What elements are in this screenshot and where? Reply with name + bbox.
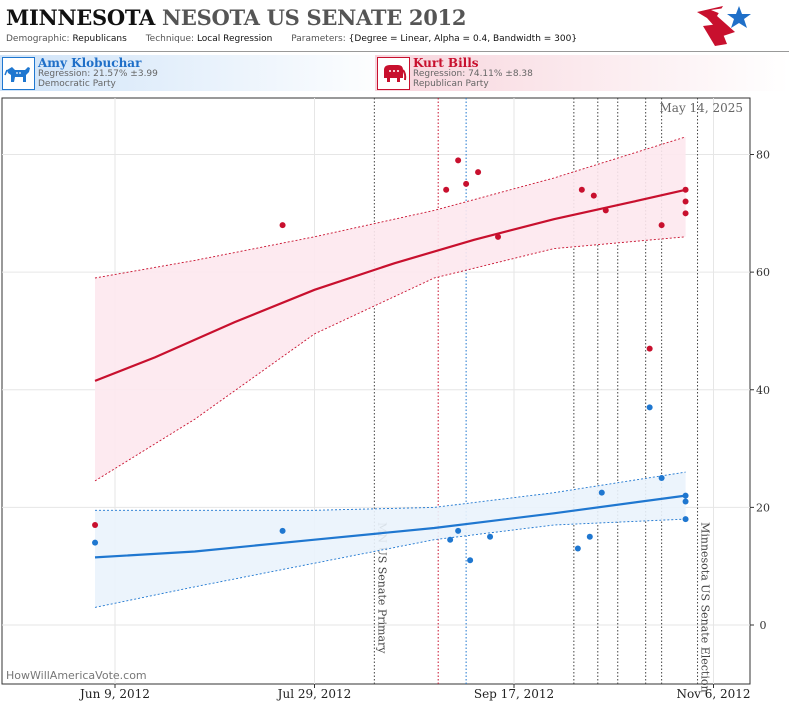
kurt-bills-poll-point [455,157,462,164]
kurt-bills-poll-point [475,169,482,176]
header: MINNESOTA NESOTA US SENATE 2012 Demograp… [0,0,789,52]
amy-klobuchar-confidence-band [95,472,686,608]
candidate-republican[interactable]: Kurt Bills Regression: 74.11% ±8.38 Repu… [375,55,789,91]
kurt-bills-poll-point [279,222,286,229]
kurt-bills-poll-point [646,345,653,352]
amy-klobuchar-poll-point [447,536,454,543]
technique-value: Local Regression [196,34,273,44]
event-label: Minnesota US Senate Election [699,522,712,692]
page-title: MINNESOTA NESOTA US SENATE 2012 [6,5,466,30]
y-tick-label: 40 [756,384,770,397]
kurt-bills-poll-point [495,233,502,240]
amy-klobuchar-poll-point [682,492,689,499]
kurt-bills-poll-point [443,186,450,193]
candidate-party: Democratic Party [38,79,116,89]
demographic-value: Republicans [72,34,127,44]
kurt-bills-poll-point [682,186,689,193]
poll-chart: 0 20 40 60 80 Jun 9, 2012 Jul 29, 2012 Sep 17, … [1,97,770,701]
x-tick-label: Jun 9, 2012 [78,687,150,701]
parameters-label: Parameters: [291,34,346,44]
amy-klobuchar-poll-point [598,489,605,496]
header-divider [0,51,789,52]
kurt-bills-poll-point [92,522,99,529]
candidate-democrat[interactable]: Amy Klobuchar Regression: 21.57% ±3.99 D… [0,55,395,91]
x-tick-label: Nov 6, 2012 [676,687,750,701]
event-label-group: MN US Senate Primary [375,522,388,654]
title-part-1: MINNESOTA [6,5,155,30]
amy-klobuchar-poll-point [279,527,286,534]
y-tick-label: 0 [760,619,767,632]
amy-klobuchar-trend-line [94,494,686,559]
amy-klobuchar-poll-point [658,474,665,481]
kurt-bills-poll-point [590,192,597,199]
parameters-value: {Degree = Linear, Alpha = 0.4, Bandwidth… [348,34,578,44]
kurt-bills-lower-bound [94,236,686,482]
candidate-name: Kurt Bills [413,56,479,70]
kurt-bills-trend-line [94,188,686,382]
event-label: MN US Senate Primary [375,522,388,654]
amy-klobuchar-poll-point [467,557,474,564]
candidate-name: Amy Klobuchar [38,56,142,70]
title-part-2: NESOTA US SENATE 2012 [162,5,467,30]
kurt-bills-poll-point [578,186,585,193]
amy-klobuchar-poll-point [586,533,593,540]
amy-klobuchar-poll-point [92,539,99,546]
chart-date-label: May 14, 2025 [660,101,743,115]
amy-klobuchar-poll-point [455,527,462,534]
technique-label: Technique: [145,34,195,44]
parameters-line: Demographic: Republicans Technique: Loca… [6,34,593,44]
kurt-bills-poll-point [682,198,689,205]
amy-klobuchar-poll-point [682,516,689,523]
y-tick-label: 80 [756,149,770,162]
y-tick-label: 60 [756,266,770,279]
site-logo-icon[interactable] [693,2,753,50]
kurt-bills-poll-point [658,222,665,229]
amy-klobuchar-poll-point [646,404,653,411]
kurt-bills-poll-point [682,210,689,217]
event-label-group: Minnesota US Senate Election [699,522,712,692]
x-tick-label: Sep 17, 2012 [474,687,554,701]
demographic-label: Demographic: [6,34,70,44]
kurt-bills-poll-point [602,207,609,214]
kurt-bills-poll-point [463,180,470,187]
watermark: HowWillAmericaVote.com [6,669,147,682]
elephant-icon [377,57,410,90]
kurt-bills-upper-bound [94,136,686,279]
y-tick-label: 20 [756,501,770,514]
amy-klobuchar-poll-point [487,533,494,540]
amy-klobuchar-poll-point [682,498,689,505]
amy-klobuchar-lower-bound [94,518,686,608]
candidate-regression: Regression: 21.57% ±3.99 [38,69,158,79]
donkey-icon [2,57,35,90]
candidate-regression: Regression: 74.11% ±8.38 [413,69,533,79]
amy-klobuchar-poll-point [574,545,581,552]
x-tick-label: Jul 29, 2012 [276,687,352,701]
candidate-party: Republican Party [413,79,489,89]
